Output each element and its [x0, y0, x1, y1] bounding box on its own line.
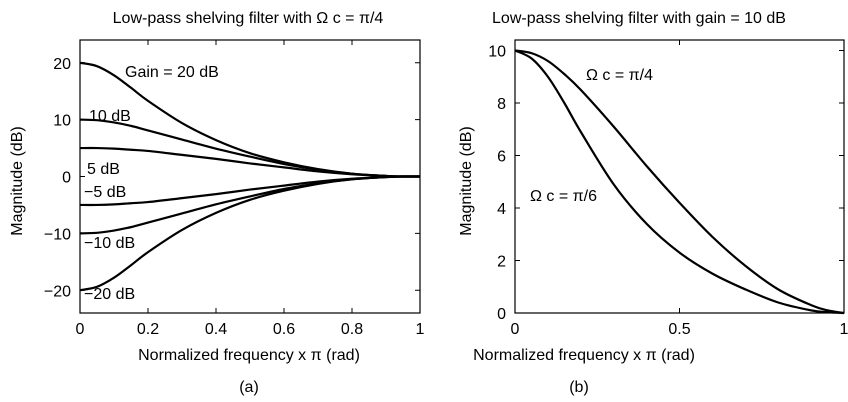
panel-a-caption: (a)	[239, 379, 259, 396]
panel-a-xtick-label: 0.4	[205, 321, 227, 338]
panel-b-curves	[514, 49, 845, 315]
panel-a-ylabel: Magnitude (dB)	[9, 126, 26, 235]
annotation-omega-pi-4: Ω c = π/4	[586, 67, 653, 84]
panel-b-ylabel: Magnitude (dB)	[458, 126, 475, 235]
panel-a-ticks: 0 0.2 0.4 0.6 0.8 1 −20 −10 0 10 20	[44, 40, 425, 338]
panel-a-chart: Low-pass shelving filter with Ω c = π/4 …	[9, 10, 425, 396]
panel-a-ytick-label: 0	[62, 170, 71, 187]
panel-b-ytick-label: 4	[497, 201, 506, 218]
annotation-gain-minus-10db: −10 dB	[84, 235, 135, 252]
panel-a-ytick-label: −20	[44, 283, 71, 300]
panel-b-series-line-1	[514, 49, 845, 315]
panel-a-axes-box	[79, 39, 421, 314]
panel-a-xtick-label: 0	[76, 321, 85, 338]
panel-b-title: Low-pass shelving filter with gain = 10 …	[492, 10, 786, 27]
panel-b-xlabel: Normalized frequency x π (rad)	[473, 347, 695, 364]
panel-b-xtick-label: 1	[840, 321, 848, 338]
panel-a-ytick-label: 10	[53, 113, 71, 130]
panel-a-series-line-5	[79, 175, 421, 292]
panel-a-ytick-label: −10	[44, 226, 71, 243]
annotation-gain-minus-5db: −5 dB	[84, 184, 126, 201]
panel-b-axes-box	[514, 39, 845, 314]
panel-b-series-line-0	[514, 49, 845, 315]
panel-a-xtick-label: 1	[416, 321, 425, 338]
panel-b-xtick-label: 0	[511, 321, 520, 338]
panel-b-ytick-label: 6	[497, 149, 506, 166]
panel-a-curves	[79, 61, 421, 292]
panel-a-xlabel: Normalized frequency x π (rad)	[138, 347, 360, 364]
panel-b-chart: Low-pass shelving filter with gain = 10 …	[458, 10, 848, 396]
annotation-gain-10db: 10 dB	[89, 108, 131, 125]
panel-b-ytick-label: 0	[497, 306, 506, 323]
panel-b-caption: (b)	[569, 379, 589, 396]
annotation-omega-pi-6: Ω c = π/6	[530, 188, 597, 205]
panel-a-xtick-label: 0.2	[137, 321, 159, 338]
panel-b-ytick-label: 10	[488, 44, 506, 61]
panel-b-ytick-label: 2	[497, 254, 506, 271]
panel-a-xtick-label: 0.6	[273, 321, 295, 338]
annotation-gain-5db: 5 dB	[87, 161, 120, 178]
panel-a-xtick-label: 0.8	[341, 321, 363, 338]
panel-b-ytick-label: 8	[497, 96, 506, 113]
annotation-gain-minus-20db: −20 dB	[84, 286, 135, 303]
annotation-gain-20db: Gain = 20 dB	[125, 64, 219, 81]
panel-a-title: Low-pass shelving filter with Ω c = π/4	[113, 10, 384, 27]
panel-b-xtick-label: 0.5	[668, 321, 690, 338]
panel-a-series-line-4	[79, 175, 421, 235]
panel-a-ytick-label: 20	[53, 56, 71, 73]
panel-a-series-line-2	[79, 146, 421, 178]
panel-a-series-line-1	[79, 118, 421, 178]
